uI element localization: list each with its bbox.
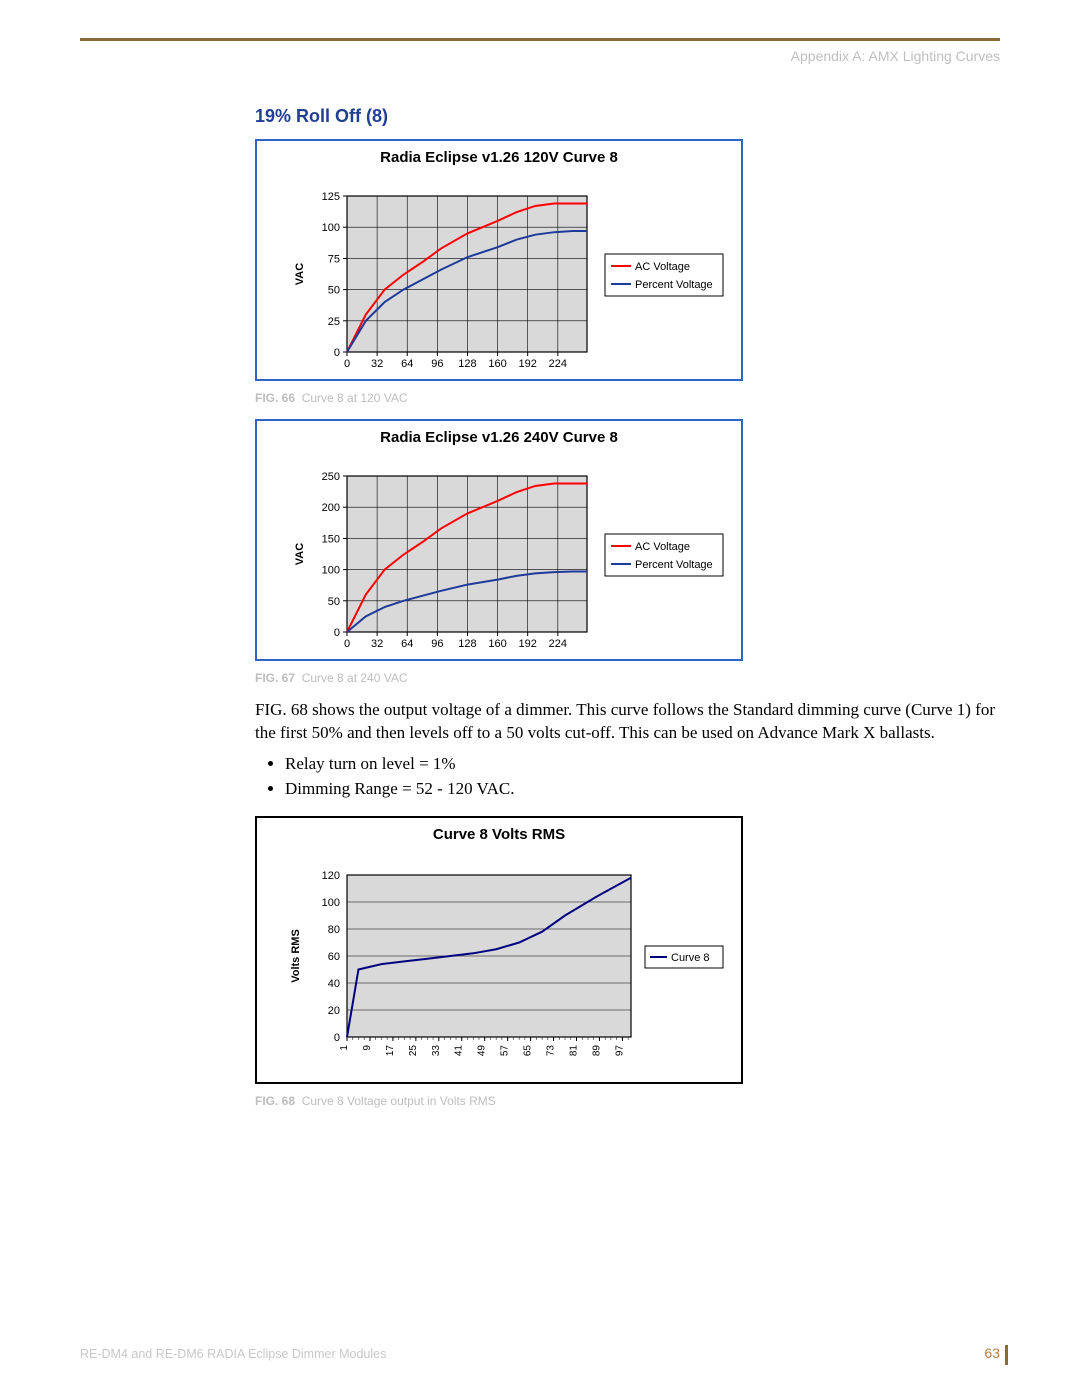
paragraph: FIG. 68 shows the output voltage of a di… bbox=[255, 699, 1000, 745]
svg-text:128: 128 bbox=[458, 358, 476, 368]
svg-text:0: 0 bbox=[334, 347, 340, 359]
svg-text:100: 100 bbox=[322, 565, 340, 577]
svg-text:57: 57 bbox=[500, 1044, 511, 1056]
svg-text:0: 0 bbox=[334, 1032, 340, 1044]
svg-text:224: 224 bbox=[549, 638, 567, 648]
chart2-svg: 0501001502002500326496128160192224VACAxl… bbox=[269, 448, 733, 648]
footer-page-number: 63 bbox=[984, 1345, 1000, 1361]
svg-text:64: 64 bbox=[401, 358, 413, 368]
svg-text:75: 75 bbox=[328, 253, 340, 265]
svg-text:VAC: VAC bbox=[294, 543, 306, 565]
svg-text:0: 0 bbox=[334, 627, 340, 639]
svg-text:250: 250 bbox=[322, 471, 340, 483]
chart-120v: Radia Eclipse v1.26 120V Curve 8 0 25 50 75… bbox=[255, 139, 743, 381]
svg-text:150: 150 bbox=[322, 533, 340, 545]
fig68-num: FIG. 68 bbox=[255, 1094, 295, 1108]
svg-text:96: 96 bbox=[431, 638, 443, 648]
svg-text:50: 50 bbox=[328, 596, 340, 608]
svg-text:64: 64 bbox=[401, 638, 413, 648]
bullet-1: Relay turn on level = 1% bbox=[285, 751, 1000, 777]
fig68-text: Curve 8 Voltage output in Volts RMS bbox=[302, 1094, 496, 1108]
svg-text:192: 192 bbox=[519, 358, 537, 368]
svg-text:9: 9 bbox=[362, 1044, 373, 1050]
svg-text:160: 160 bbox=[488, 358, 506, 368]
svg-text:0: 0 bbox=[344, 358, 350, 368]
svg-text:120: 120 bbox=[322, 870, 340, 882]
svg-text:49: 49 bbox=[477, 1044, 488, 1056]
svg-text:25: 25 bbox=[408, 1044, 419, 1056]
svg-text:Percent Voltage: Percent Voltage bbox=[635, 559, 713, 571]
svg-text:160: 160 bbox=[488, 638, 506, 648]
chart1-svg: 02550751001250326496128160192224VACAxlin… bbox=[269, 168, 733, 368]
svg-text:32: 32 bbox=[371, 638, 383, 648]
svg-text:Control Level in %: Control Level in % bbox=[444, 1070, 533, 1071]
svg-text:VAC: VAC bbox=[294, 263, 306, 285]
svg-text:128: 128 bbox=[458, 638, 476, 648]
fig66-num: FIG. 66 bbox=[255, 391, 295, 405]
footer-left: RE-DM4 and RE-DM6 RADIA Eclipse Dimmer M… bbox=[80, 1347, 386, 1361]
page-top-rule bbox=[80, 38, 1000, 41]
bullets: Relay turn on level = 1% Dimming Range =… bbox=[285, 751, 1000, 802]
chart-240v: Radia Eclipse v1.26 240V Curve 8 0 50 100 1… bbox=[255, 419, 743, 661]
svg-text:60: 60 bbox=[328, 951, 340, 963]
svg-text:25: 25 bbox=[328, 316, 340, 328]
chart1-title: Radia Eclipse v1.26 120V Curve 8 bbox=[269, 149, 729, 166]
svg-text:200: 200 bbox=[322, 502, 340, 514]
footer-bar bbox=[1005, 1345, 1008, 1365]
chart-volts-rms: Curve 8 Volts RMS 0 20 40 60 80 100 120 1 9 17 25 3… bbox=[255, 816, 743, 1084]
svg-text:97: 97 bbox=[614, 1044, 625, 1056]
bullet-2: Dimming Range = 52 - 120 VAC. bbox=[285, 776, 1000, 802]
svg-text:96: 96 bbox=[431, 358, 443, 368]
fig67-text: Curve 8 at 240 VAC bbox=[302, 671, 408, 685]
fig68-caption: FIG. 68 Curve 8 Voltage output in Volts … bbox=[255, 1094, 1000, 1108]
svg-text:224: 224 bbox=[549, 358, 567, 368]
svg-text:20: 20 bbox=[328, 1005, 340, 1017]
svg-text:Curve 8: Curve 8 bbox=[671, 952, 710, 964]
svg-text:89: 89 bbox=[591, 1044, 602, 1056]
section-title: 19% Roll Off (8) bbox=[255, 106, 1000, 127]
svg-text:100: 100 bbox=[322, 222, 340, 234]
svg-text:33: 33 bbox=[431, 1044, 442, 1056]
fig66-text: Curve 8 at 120 VAC bbox=[302, 391, 408, 405]
svg-text:0: 0 bbox=[344, 638, 350, 648]
svg-text:Percent Voltage: Percent Voltage bbox=[635, 279, 713, 291]
svg-text:192: 192 bbox=[519, 638, 537, 648]
svg-text:100: 100 bbox=[322, 897, 340, 909]
fig67-caption: FIG. 67 Curve 8 at 240 VAC bbox=[255, 671, 1000, 685]
svg-text:Volts RMS: Volts RMS bbox=[290, 929, 302, 983]
svg-text:73: 73 bbox=[546, 1044, 557, 1056]
svg-text:17: 17 bbox=[385, 1044, 396, 1056]
svg-text:AC Voltage: AC Voltage bbox=[635, 261, 690, 273]
svg-text:81: 81 bbox=[568, 1044, 579, 1056]
svg-text:32: 32 bbox=[371, 358, 383, 368]
fig67-num: FIG. 67 bbox=[255, 671, 295, 685]
svg-text:125: 125 bbox=[322, 191, 340, 203]
chart2-title: Radia Eclipse v1.26 240V Curve 8 bbox=[269, 429, 729, 446]
svg-text:50: 50 bbox=[328, 285, 340, 297]
svg-text:65: 65 bbox=[523, 1044, 534, 1056]
svg-text:80: 80 bbox=[328, 924, 340, 936]
fig66-caption: FIG. 66 Curve 8 at 120 VAC bbox=[255, 391, 1000, 405]
svg-text:40: 40 bbox=[328, 978, 340, 990]
chart3-svg: 0 20 40 60 80 100 120 1 9 17 25 33 41 49 57 65 73 81 89 97 V… bbox=[269, 845, 733, 1071]
svg-text:1: 1 bbox=[339, 1044, 350, 1050]
appendix-header: Appendix A: AMX Lighting Curves bbox=[791, 48, 1000, 64]
svg-text:AC Voltage: AC Voltage bbox=[635, 541, 690, 553]
chart3-title: Curve 8 Volts RMS bbox=[269, 826, 729, 843]
svg-text:41: 41 bbox=[454, 1044, 465, 1056]
